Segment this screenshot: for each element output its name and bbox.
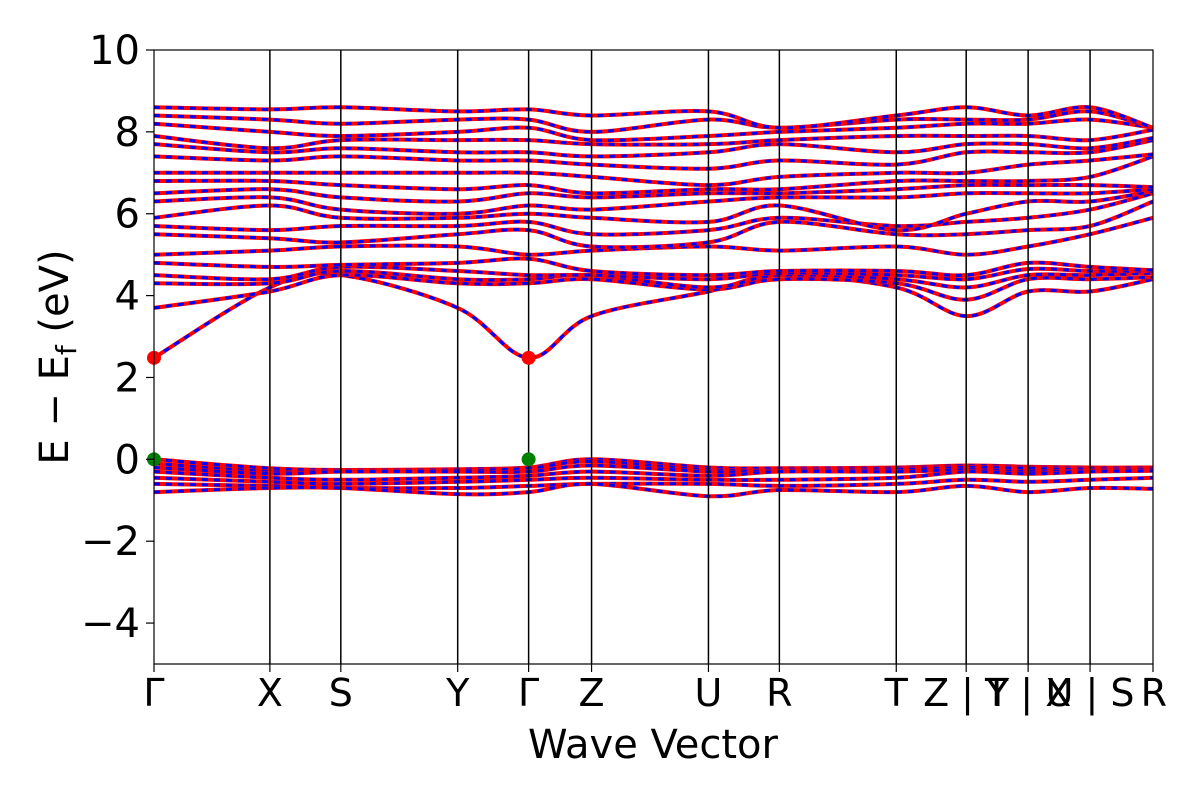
band-line-spin-down (153, 105, 1154, 130)
y-tick-label: 8 (115, 110, 140, 156)
band-line-spin-down (153, 138, 1154, 171)
x-tick-label: T (884, 671, 909, 715)
x-tick-label: U (695, 671, 723, 715)
x-axis-label: Wave Vector (528, 722, 779, 768)
band-line-spin-down (153, 463, 1154, 476)
band-line-spin-down (153, 216, 1154, 257)
y-tick-label: 4 (115, 274, 140, 320)
y-ticks: 10 8 6 4 2 0 −2 −4 (81, 28, 154, 647)
x-tick-label: Z (579, 671, 605, 715)
x-tick-label: R (766, 671, 792, 715)
y-axis-label: E − Ef (eV) (32, 249, 83, 464)
band-line-spin-down (153, 109, 1154, 134)
y-tick-label: −4 (81, 601, 140, 647)
x-tick-label: Γ (143, 671, 164, 715)
x-tick-label: X (257, 671, 283, 715)
y-axis-label-unit: (eV) (32, 249, 78, 345)
band-line-spin-down (153, 468, 1154, 482)
x-tick-label: U | S (1046, 671, 1135, 716)
band-line-spin-up (153, 154, 1154, 196)
band-line-spin-down (153, 154, 1154, 195)
y-axis-label-subscript: f (50, 344, 83, 355)
plot-area (152, 105, 1154, 499)
y-axis-label-main: E − E (32, 355, 78, 465)
band-line-spin-down (153, 189, 1154, 232)
x-tick-label: S (329, 671, 353, 715)
band-line-spin-down (153, 200, 1154, 249)
cbm-marker (521, 350, 536, 365)
band-line-spin-down (153, 118, 1154, 142)
band-line-spin-down (153, 187, 1154, 216)
vbm-marker (521, 452, 536, 467)
y-tick-label: 2 (115, 355, 140, 401)
kpoint-lines (269, 50, 1091, 664)
band-line-spin-down (153, 482, 1154, 498)
y-tick-label: 0 (115, 437, 140, 483)
x-tick-label: Z | Y (923, 671, 1010, 716)
axes-frame (153, 49, 1154, 665)
x-tick-label: R (1141, 671, 1167, 715)
y-tick-label: 6 (115, 192, 140, 238)
band-line-spin-up (153, 481, 1154, 499)
x-tick-label: Γ (518, 671, 539, 715)
band-line-spin-down (153, 152, 1154, 187)
band-line-spin-down (153, 191, 1154, 237)
band-line-spin-down (153, 469, 1154, 486)
x-tick-label: T | X (984, 671, 1071, 716)
band-line-spin-down (153, 265, 1154, 281)
x-tick-label: Y (445, 671, 470, 715)
band-line-spin-down (153, 183, 1154, 204)
y-tick-label: −2 (81, 519, 140, 565)
band-line-spin-down (153, 128, 1154, 150)
band-line-spin-down (153, 136, 1154, 158)
y-tick-label: 10 (89, 28, 140, 74)
band-line-spin-down (153, 269, 1154, 289)
band-line-spin-down (153, 273, 1154, 310)
